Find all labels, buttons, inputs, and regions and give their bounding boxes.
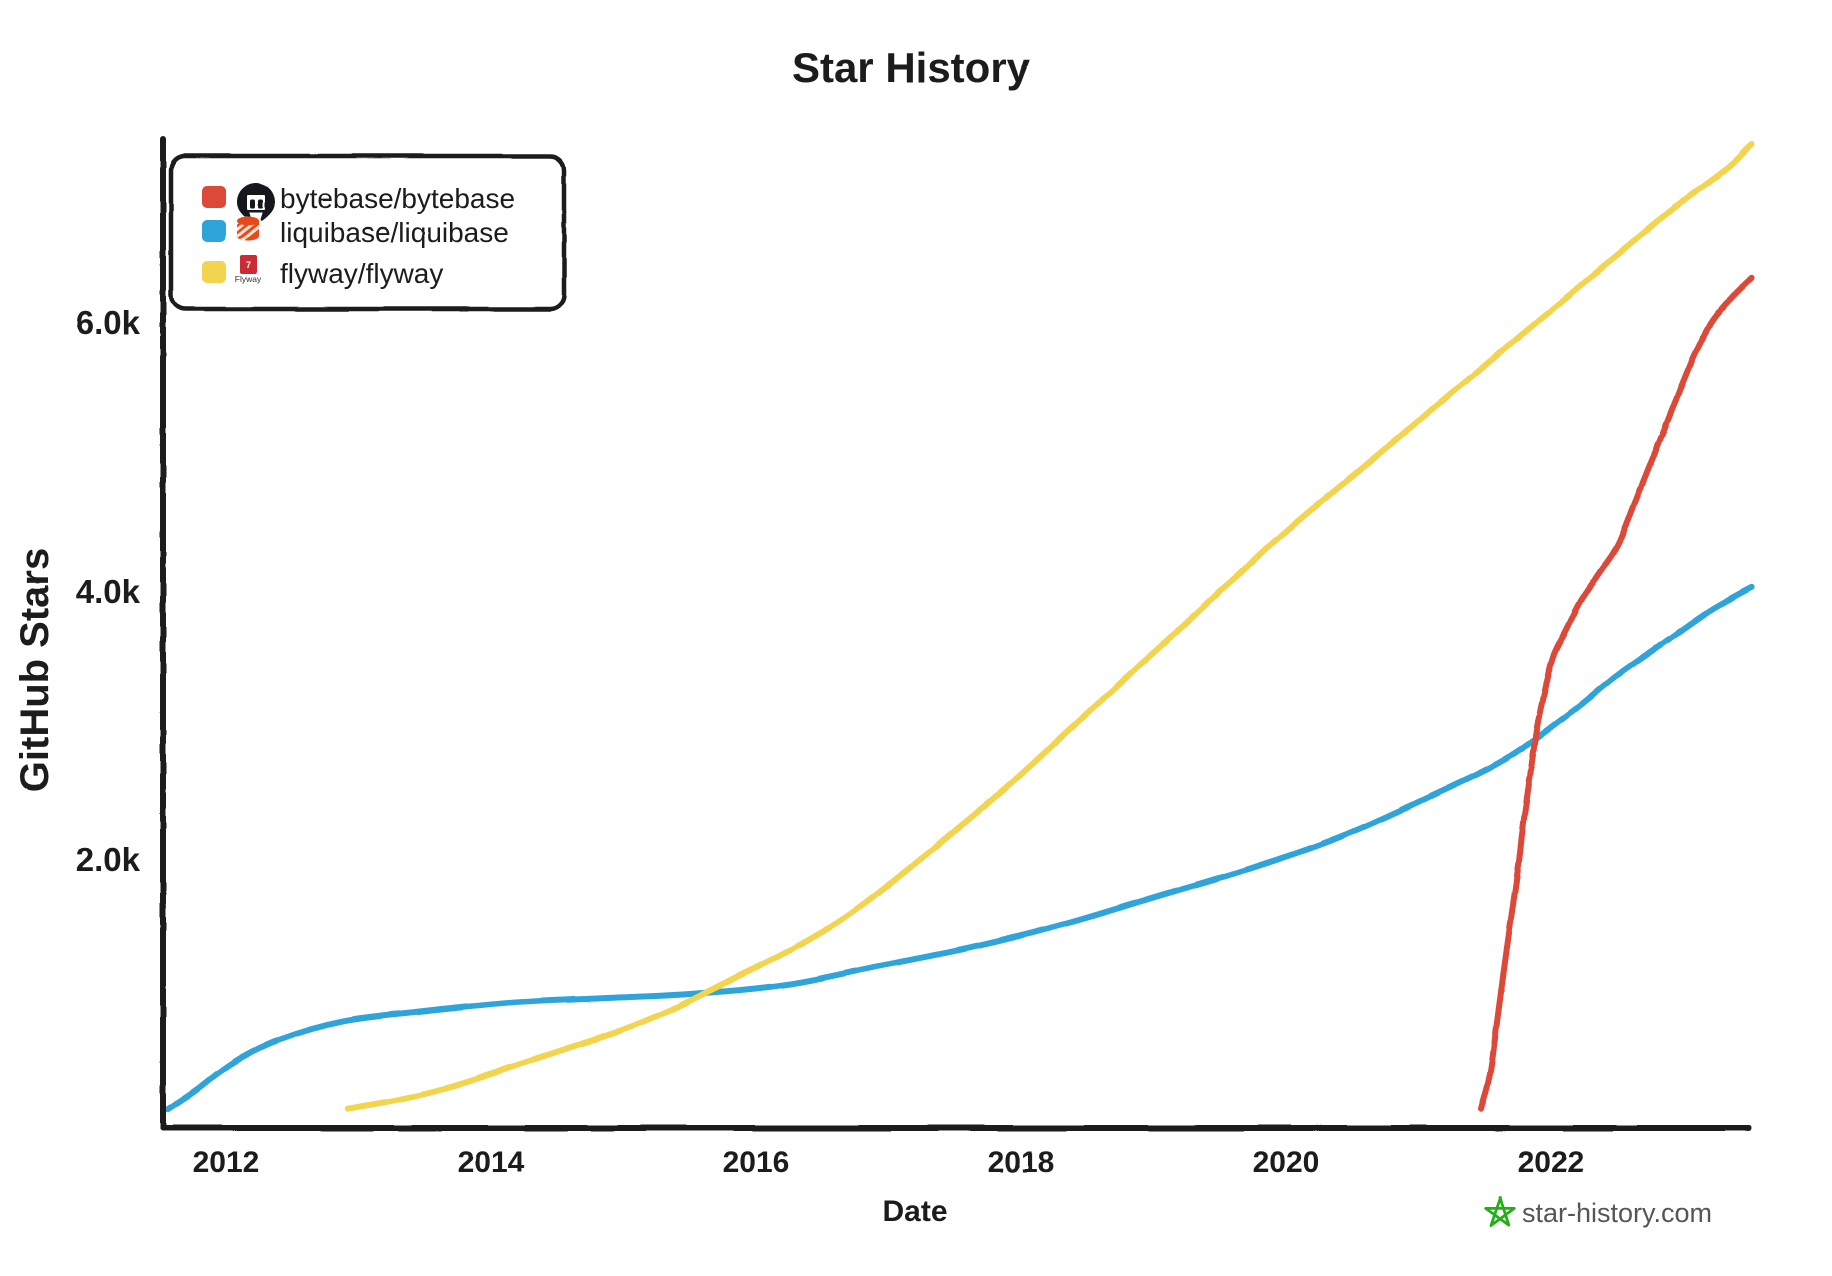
svg-text:6.0k: 6.0k — [76, 304, 141, 341]
svg-text:flyway/flyway: flyway/flyway — [280, 258, 443, 289]
svg-text:2016: 2016 — [723, 1146, 790, 1179]
svg-text:Flyway: Flyway — [235, 274, 262, 284]
svg-text:7: 7 — [246, 260, 251, 270]
svg-text:4.0k: 4.0k — [76, 573, 141, 610]
svg-text:Star History: Star History — [792, 44, 1031, 91]
svg-text:2020: 2020 — [1253, 1146, 1320, 1179]
svg-text:2.0k: 2.0k — [76, 841, 141, 878]
svg-text:Date: Date — [882, 1195, 947, 1228]
svg-text:2022: 2022 — [1518, 1146, 1585, 1179]
svg-text:2012: 2012 — [193, 1146, 260, 1179]
svg-text:GitHub Stars: GitHub Stars — [13, 548, 57, 792]
svg-text:bytebase/bytebase: bytebase/bytebase — [280, 183, 515, 214]
svg-text:liquibase/liquibase: liquibase/liquibase — [280, 217, 509, 248]
svg-text:2014: 2014 — [458, 1146, 525, 1179]
svg-text:2018: 2018 — [988, 1146, 1055, 1179]
svg-text:star-history.com: star-history.com — [1522, 1198, 1712, 1228]
